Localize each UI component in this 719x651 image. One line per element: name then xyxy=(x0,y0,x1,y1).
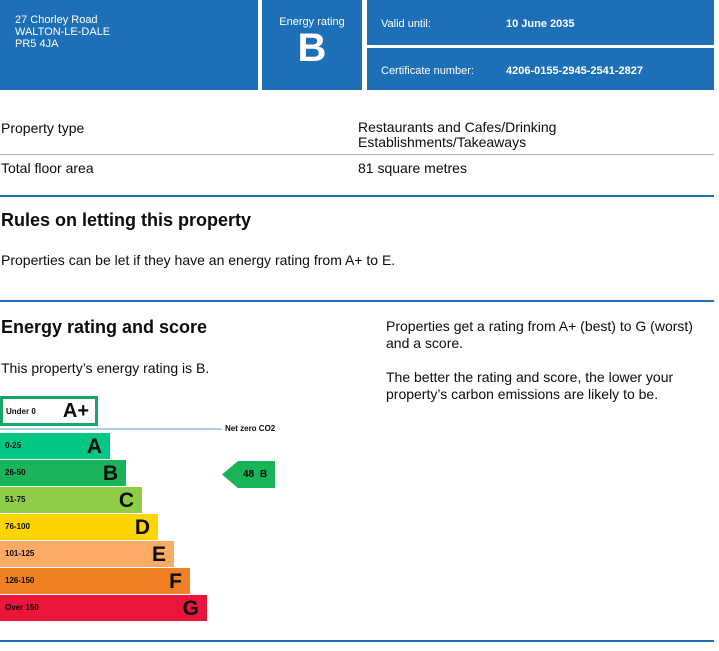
floor-area-value: 81 square metres xyxy=(358,160,467,176)
valid-label: Valid until: xyxy=(381,18,431,30)
band-range: Under 0 xyxy=(6,407,36,416)
band-range: 76-100 xyxy=(5,522,30,531)
property-type-label: Property type xyxy=(1,120,85,136)
score-info: The better the rating and score, the low… xyxy=(386,369,674,402)
rating-block: Energy rating B xyxy=(262,0,362,90)
band-a: 0-25 A xyxy=(0,433,110,459)
energy-statement: This property’s energy rating is B. xyxy=(1,360,210,376)
current-score: 48 xyxy=(243,469,255,480)
band-letter: B xyxy=(102,462,118,485)
band-range: 0-25 xyxy=(5,441,22,450)
band-range: 101-125 xyxy=(5,549,35,558)
valid-value: 10 June 2035 xyxy=(506,18,575,30)
divider xyxy=(0,640,714,642)
band-letter: A xyxy=(86,435,102,458)
certificate-number: 4206-0155-2945-2541-2827 xyxy=(506,65,644,77)
rating-label: Energy rating xyxy=(279,16,345,28)
divider xyxy=(0,195,714,197)
band-range: 51-75 xyxy=(5,495,26,504)
floor-area-label: Total floor area xyxy=(1,160,94,176)
certificate-label: Certificate number: xyxy=(381,65,474,77)
current-band: B xyxy=(260,469,268,480)
band-d: 76-100 D xyxy=(0,514,158,540)
rating-info: Properties get a rating from A+ (best) t… xyxy=(386,318,693,351)
band-letter: F xyxy=(169,570,182,593)
rating-letter: B xyxy=(297,26,327,70)
property-type-value: Restaurants and Cafes/Drinking Establish… xyxy=(358,119,557,150)
band-letter: E xyxy=(151,543,166,566)
band-range: 26-50 xyxy=(5,468,26,477)
band-b: 26-50 B xyxy=(0,460,126,486)
band-c: 51-75 C xyxy=(0,487,142,513)
divider xyxy=(0,300,714,302)
band-letter: C xyxy=(118,489,134,512)
certificate-block: Certificate number: 4206-0155-2945-2541-… xyxy=(367,48,714,90)
band-letter: G xyxy=(182,597,199,620)
net-zero-label: Net zero CO2 xyxy=(225,424,276,433)
band-e: 101-125 E xyxy=(0,541,174,567)
band-range: 126-150 xyxy=(5,576,35,585)
rules-heading: Rules on letting this property xyxy=(1,210,252,230)
divider xyxy=(0,154,714,155)
energy-heading: Energy rating and score xyxy=(1,317,208,337)
band-letter: D xyxy=(134,516,150,539)
band-g: Over 150 G xyxy=(0,595,207,621)
band-range: Over 150 xyxy=(5,603,39,612)
address-block: 27 Chorley Road WALTON-LE-DALE PR5 4JA xyxy=(0,0,258,90)
band-aplus: Under 0 A+ xyxy=(0,396,98,426)
current-rating-arrow: 48 B xyxy=(222,461,275,488)
band-letter: A+ xyxy=(62,400,89,422)
rules-text: Properties can be let if they have an en… xyxy=(1,252,396,268)
address-line: WALTON-LE-DALE xyxy=(15,26,111,38)
address-line: 27 Chorley Road xyxy=(15,14,98,26)
net-zero-line xyxy=(0,428,222,430)
band-f: 126-150 F xyxy=(0,568,190,594)
valid-block: Valid until: 10 June 2035 xyxy=(367,0,714,45)
address-line: PR5 4JA xyxy=(15,38,59,50)
